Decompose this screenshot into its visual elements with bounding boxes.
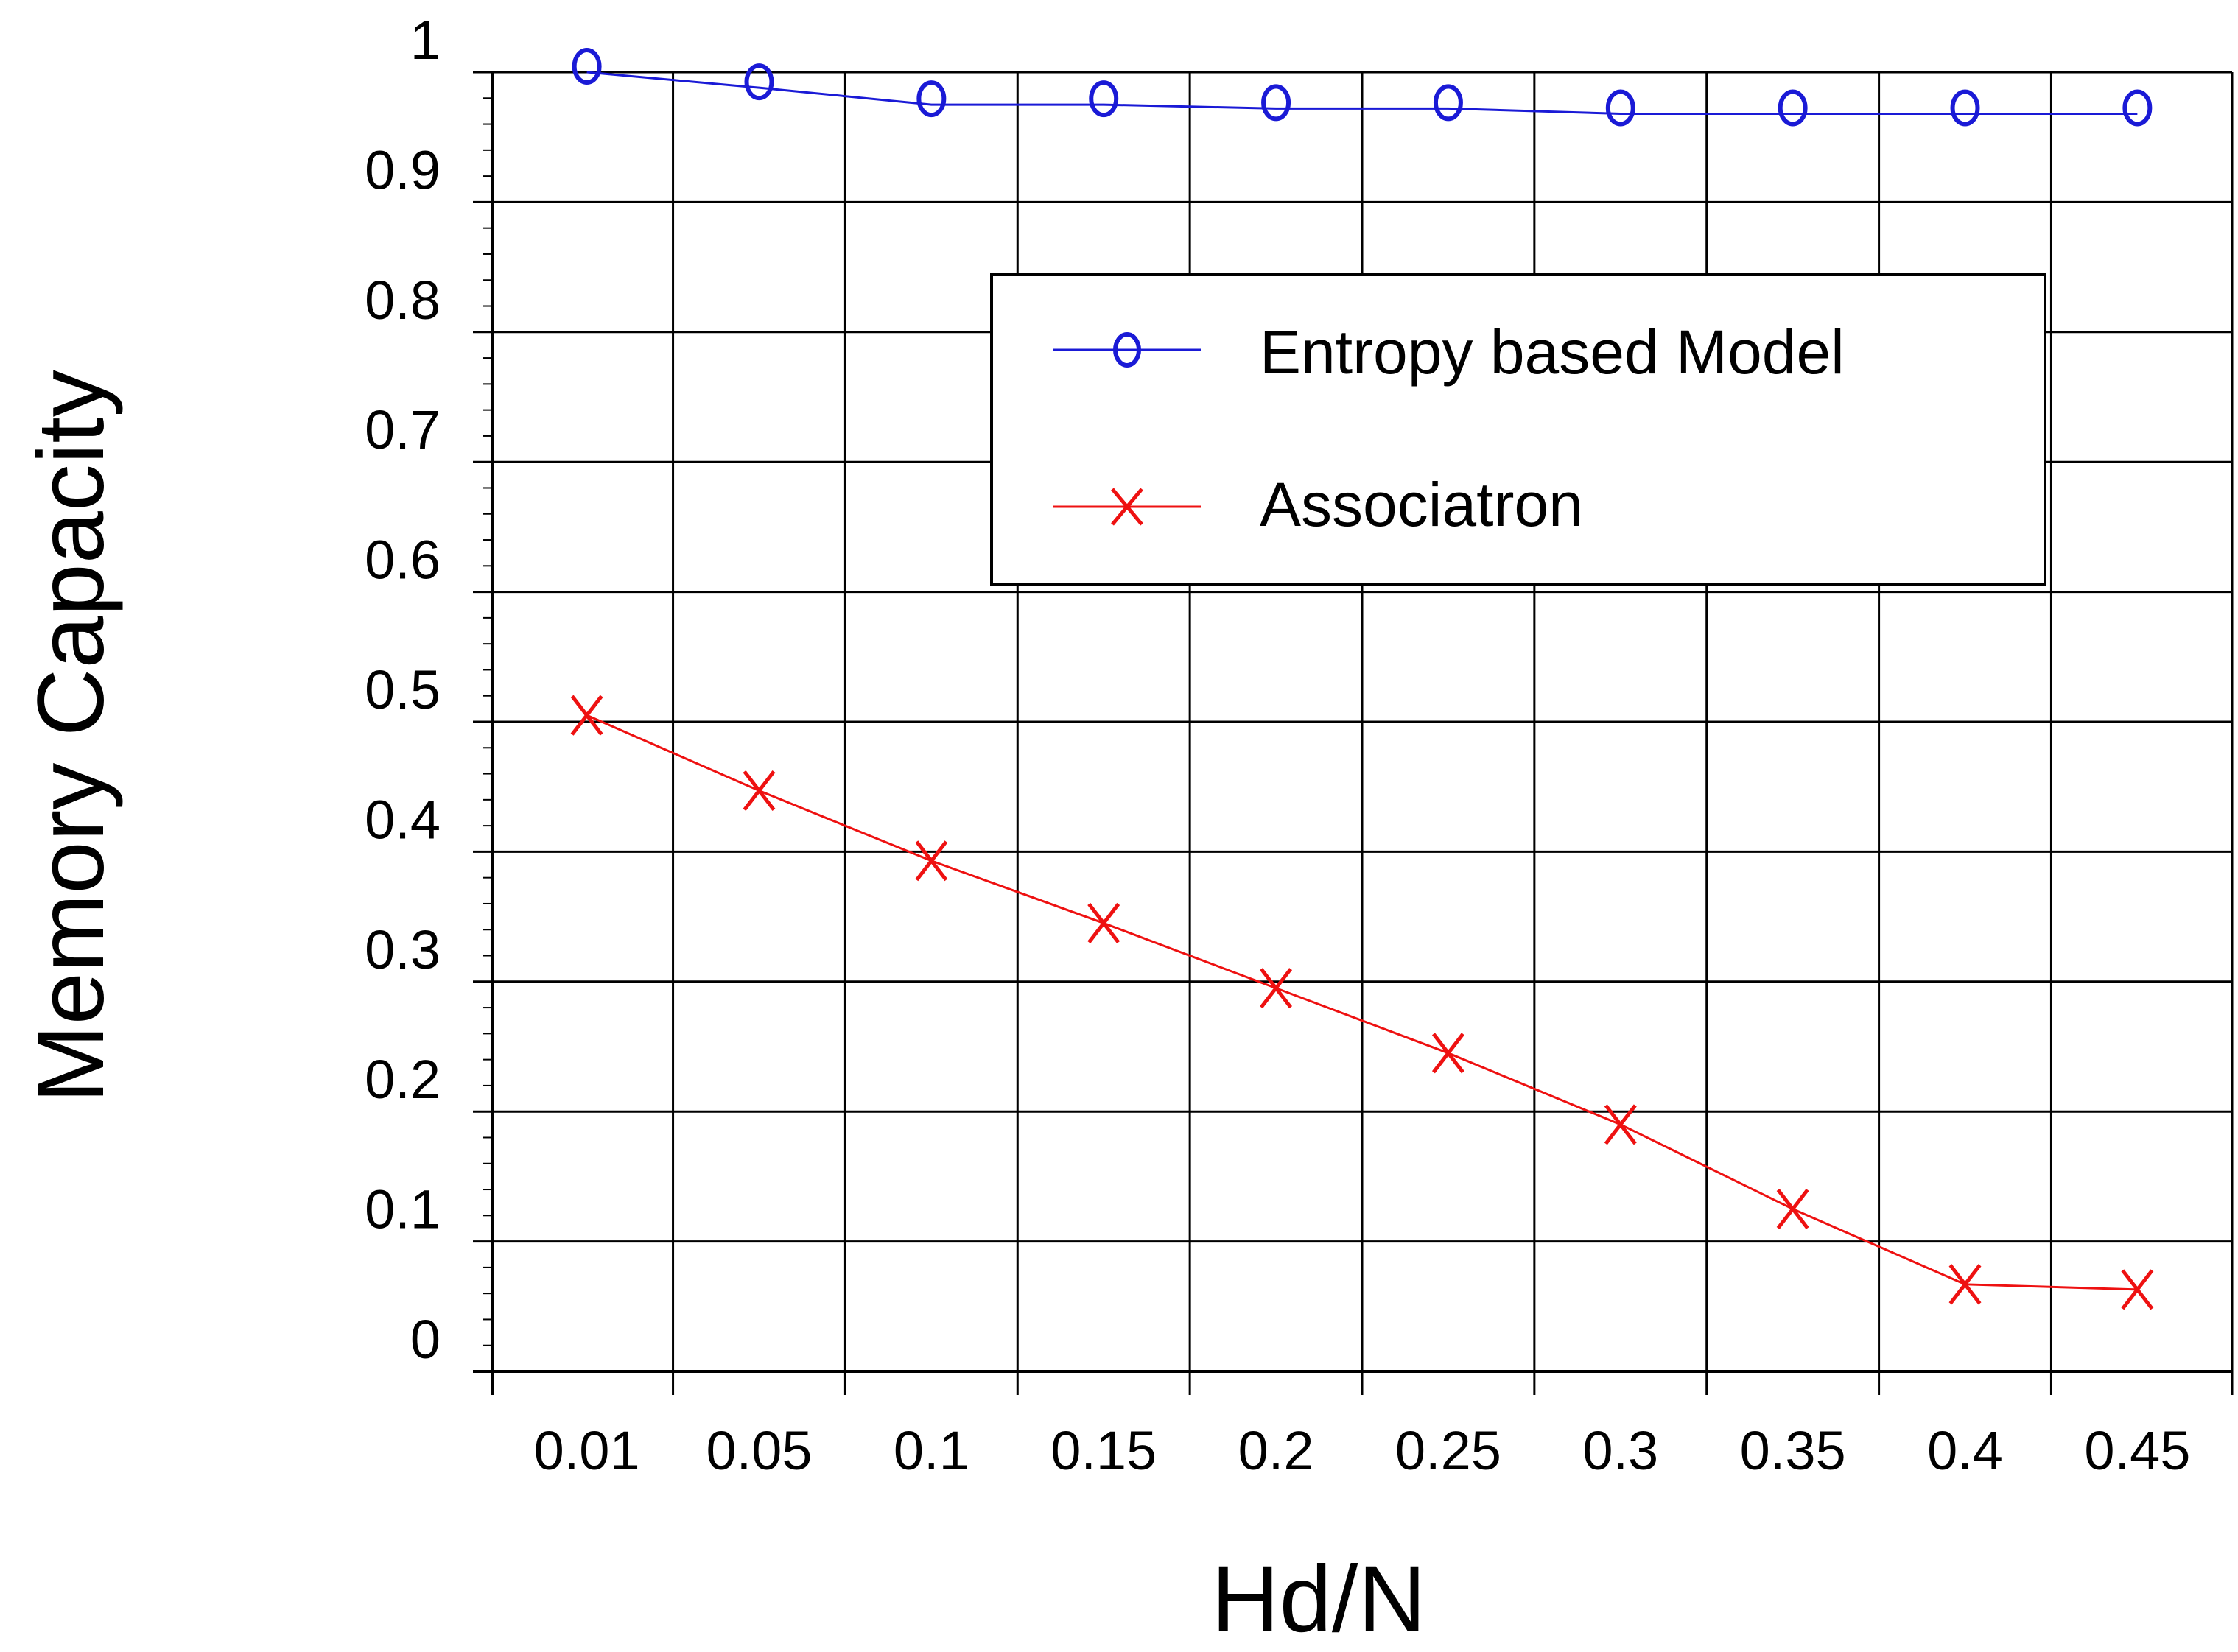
x-tick-label: 0.35 — [1740, 1420, 1846, 1481]
data-point-entropy — [572, 48, 602, 85]
data-point-associatron — [1776, 1188, 1809, 1230]
y-tick-label: 0.6 — [365, 530, 441, 591]
legend: Entropy based Model Associatron — [990, 273, 2046, 586]
data-point-associatron — [1431, 1033, 1464, 1074]
x-axis-title: Hd/N — [1211, 1547, 1426, 1652]
legend-label-entropy: Entropy based Model — [1260, 317, 1845, 387]
y-tick-label: 0.1 — [365, 1179, 441, 1240]
data-point-associatron — [1604, 1104, 1637, 1145]
x-tick-label: 0.45 — [2084, 1420, 2190, 1481]
x-tick-label: 0.15 — [1050, 1420, 1157, 1481]
x-tick-label: 0.1 — [894, 1420, 969, 1481]
y-tick-label: 0.7 — [365, 399, 441, 460]
series-layer — [570, 48, 2154, 1310]
legend-box — [990, 273, 2046, 586]
data-point-entropy — [1605, 89, 1635, 127]
legend-label-associatron: Associatron — [1260, 470, 1583, 539]
data-point-entropy — [744, 63, 774, 101]
y-tick-label: 0.8 — [365, 270, 441, 331]
legend-marker-entropy — [1113, 332, 1141, 368]
y-tick-label: 0.3 — [365, 919, 441, 980]
x-tick-label: 0.25 — [1395, 1420, 1501, 1481]
grid-lines — [473, 71, 2234, 1395]
data-point-entropy — [916, 80, 947, 118]
x-tick-label: 0.01 — [534, 1420, 640, 1481]
data-point-entropy — [2122, 89, 2153, 127]
y-tick-label: 0.5 — [365, 659, 441, 720]
series-line-0 — [586, 71, 2138, 115]
axes — [473, 72, 2232, 1395]
y-tick-label: 0.9 — [365, 139, 441, 200]
series-line-1 — [586, 714, 2138, 1291]
x-tick-label: 0.05 — [706, 1420, 812, 1481]
data-point-associatron — [570, 695, 603, 736]
data-point-associatron — [915, 840, 948, 882]
data-point-entropy — [1778, 89, 1808, 127]
x-tick-label: 0.4 — [1927, 1420, 2003, 1481]
data-point-associatron — [1948, 1264, 1982, 1305]
y-axis-title: Memory Capacity — [18, 370, 124, 1103]
y-tick-label: 0.2 — [365, 1049, 441, 1110]
data-point-associatron — [1087, 902, 1120, 943]
data-point-entropy — [1261, 84, 1291, 122]
y-tick-label: 0.4 — [365, 789, 441, 850]
data-point-associatron — [1260, 968, 1293, 1009]
data-point-entropy — [1089, 80, 1119, 118]
data-point-associatron — [743, 770, 776, 812]
legend-marker-associatron — [1111, 488, 1143, 526]
data-point-entropy — [1950, 89, 1980, 127]
data-point-associatron — [2121, 1269, 2154, 1310]
y-tick-label: 1 — [410, 10, 441, 71]
x-tick-label: 0.2 — [1238, 1420, 1314, 1481]
y-tick-label: 0 — [410, 1309, 441, 1370]
x-tick-label: 0.3 — [1582, 1420, 1658, 1481]
data-point-entropy — [1433, 84, 1463, 122]
tick-labels: 0 0.1 0.2 0.3 0.4 0.5 0.6 0.7 0.8 0.9 1 0.01 0.05 0.1… — [365, 10, 2190, 1481]
